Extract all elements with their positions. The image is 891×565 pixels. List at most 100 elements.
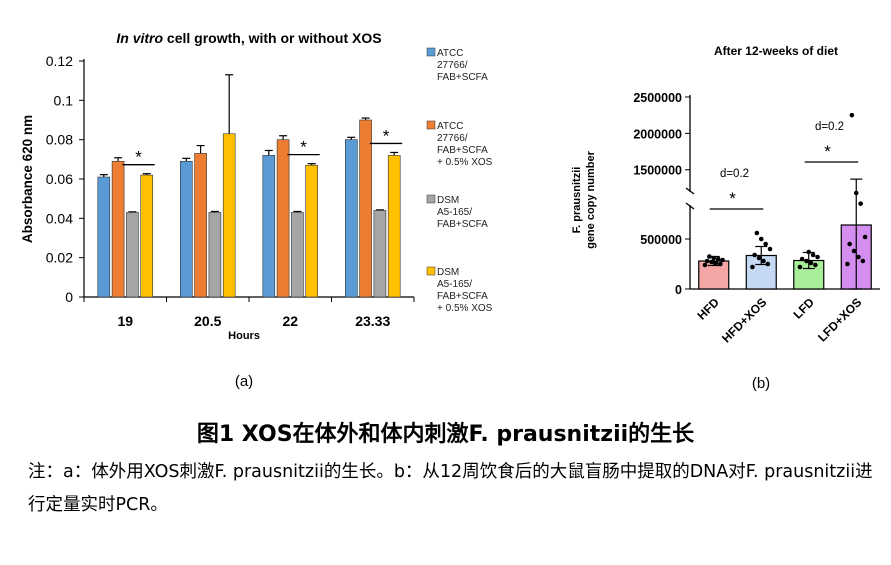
chart-a-y-tick-label: 0.12 [46,53,73,69]
chart-b-point [813,262,818,268]
chart-b-x-tick-label: LFD+XOS [815,295,864,344]
chart-a-panel-label: (a) [235,373,253,390]
chart-a-bar [194,153,207,298]
chart-b-point [720,257,725,263]
chart-b-point [756,255,762,261]
chart-b-point [752,252,757,258]
chart-a-legend-label: FAB+SCFA [437,145,488,156]
chart-a-bar [359,119,372,298]
chart-a-y-tick-label: 0.04 [46,210,73,226]
chart-a-bar [208,212,222,298]
chart-a-y-label: Absorbance 620 nm [20,115,35,243]
chart-a-legend-label: DSM [437,195,459,206]
chart-a-x-tick-label: 20.5 [194,313,221,329]
chart-b-point [845,261,850,267]
chart-a-legend-swatch [426,120,436,130]
chart-a-bar [97,176,111,298]
chart-a-legend-label: FAB+SCFA [437,291,488,302]
chart-b-point [758,236,764,242]
chart-a-y-tick-label: 0.06 [46,171,73,187]
chart-a-sig-star: * [135,148,142,167]
chart-b-sig-star: * [729,189,736,208]
chart-b-y-label: gene copy number [585,150,597,249]
chart-b-panel-label: (b) [752,375,770,392]
chart-b-axis-break [685,202,695,210]
chart-a-legend-label: A5-165/ [437,207,472,218]
chart-a-bar [262,155,276,298]
chart-a-title-italic: In vitro [116,30,163,46]
chart-a-y-tick-label: 0.1 [54,92,74,108]
chart-a-legend-label: 27766/ [437,60,468,71]
chart-a-sig-star: * [300,138,307,157]
chart-a-y-tick-label: 0 [65,289,73,305]
chart-b-title: After 12-weeks of diet [714,44,838,58]
chart-a-bar [373,210,387,298]
chart-b-point [761,258,766,264]
chart-a-x-tick-label: 22 [282,313,298,329]
chart-b-y-tick-label: 500000 [640,233,682,247]
chart-b-point [808,260,814,266]
chart-a-legend-label: FAB+SCFA [437,219,488,230]
chart-a-legend-label: A5-165/ [437,279,472,290]
chart-a-x-tick-label: 19 [117,313,133,329]
chart-a-bar [344,139,358,298]
chart-a-title-rest: cell growth, with or without XOS [163,30,382,46]
chart-a-legend-label: ATCC [437,48,463,59]
chart-b-point [797,264,803,270]
chart-b-point [806,249,812,255]
chart-b-x-tick-label: HFD+XOS [719,295,769,345]
chart-b-point [851,248,857,254]
chart-b-point [713,260,719,266]
chart-a-legend-label: + 0.5% XOS [437,157,493,168]
chart-a-title: In vitro cell growth, with or without XO… [116,30,381,46]
chart-b-point [704,258,710,264]
chart-b-point [709,259,714,265]
figure-caption-note: 注：a：体外用XOS刺激F. prausnitzii的生长。b：从12周饮食后的… [28,462,873,515]
chart-a-bar [222,133,236,298]
chart-b-point [858,201,863,206]
chart-b-point [810,252,816,258]
chart-a-bar [180,161,193,298]
chart-b-point [856,254,861,260]
chart-b-point [765,261,771,267]
chart-b-point [707,254,712,259]
chart-b-point [754,230,760,236]
chart-b-x-tick-label: HFD [695,295,723,323]
chart-a-bar [291,212,304,298]
chart-b-point [804,258,809,264]
chart-b-sig-star: * [824,142,831,161]
chart-b-point [702,262,708,268]
chart-b: After 12-weeks of diet 0 500000 1500000 2000… [571,44,880,392]
chart-b-y-label: F. prausnitzii [571,167,583,234]
chart-a-bar [276,139,290,298]
chart-b-point [860,258,866,264]
chart-b-point [862,234,868,240]
chart-a-bar [305,164,319,298]
chart-b-effect-size: d=0.2 [815,121,844,133]
chart-b-point [847,241,852,247]
chart-a-legend-label: + 0.5% XOS [437,303,493,314]
chart-b-x-tick-label: LFD [790,295,817,322]
chart-b-y-tick-label: 2000000 [633,127,682,141]
chart-a-sig-star: * [383,126,390,145]
chart-b-y-tick-label: 1500000 [633,164,682,178]
chart-b-effect-size: d=0.2 [720,168,749,180]
chart-b-point [763,241,768,247]
chart-a-bar [387,155,401,298]
chart-a-bar [126,212,139,298]
chart-b-point [750,264,755,270]
figure-caption-title: 图1 XOS在体外和体内刺激F. prausnitzii的生长 [196,422,695,447]
chart-a-legend-swatch [426,194,436,204]
chart-b-y-tick-label: 0 [675,283,682,297]
chart-a-x-label: Hours [228,330,260,342]
chart-a-legend-swatch [426,47,436,57]
chart-a-bar [111,161,125,298]
chart-b-point [715,256,721,262]
chart-b-point [767,246,773,252]
chart-a-legend-label: DSM [437,267,459,278]
chart-b-point [718,261,723,267]
chart-a-legend-label: ATCC [437,121,463,132]
chart-b-axis-break [685,187,695,195]
chart-b-point [711,255,717,261]
